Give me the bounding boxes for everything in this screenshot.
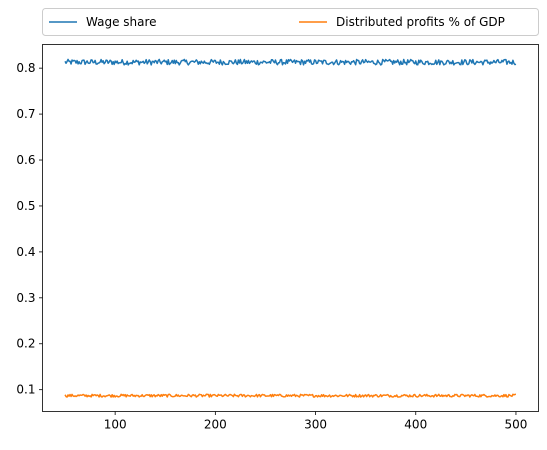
plot-area (42, 44, 539, 412)
series-line-distributed-profits-of-gdp (64, 393, 516, 398)
y-tick-label: 0.6 (16, 153, 35, 167)
series-line-wage-share (64, 58, 517, 66)
x-axis: 100 200 300 400 500 (104, 411, 528, 432)
x-tick-label: 300 (304, 418, 327, 432)
x-tick-label: 400 (404, 418, 427, 432)
y-tick-label: 0.3 (16, 291, 35, 305)
y-tick-label: 0.4 (16, 245, 35, 259)
series-layer (64, 58, 517, 398)
y-tick-label: 0.7 (16, 107, 35, 121)
y-tick-label: 0.1 (16, 383, 35, 397)
x-tick-label: 200 (204, 418, 227, 432)
legend-frame (42, 8, 539, 36)
y-tick-label: 0.2 (16, 337, 35, 351)
x-tick-label: 100 (104, 418, 127, 432)
y-axis: 0.1 0.2 0.3 0.4 0.5 0.6 0.7 0.8 (16, 61, 43, 397)
legend: Wage share Distributed profits % of GDP (42, 8, 539, 36)
legend-label-wage-share: Wage share (86, 15, 157, 29)
y-tick-label: 0.5 (16, 199, 35, 213)
legend-label-distributed-profits: Distributed profits % of GDP (336, 15, 505, 29)
y-tick-label: 0.8 (16, 61, 35, 75)
x-tick-label: 500 (505, 418, 528, 432)
